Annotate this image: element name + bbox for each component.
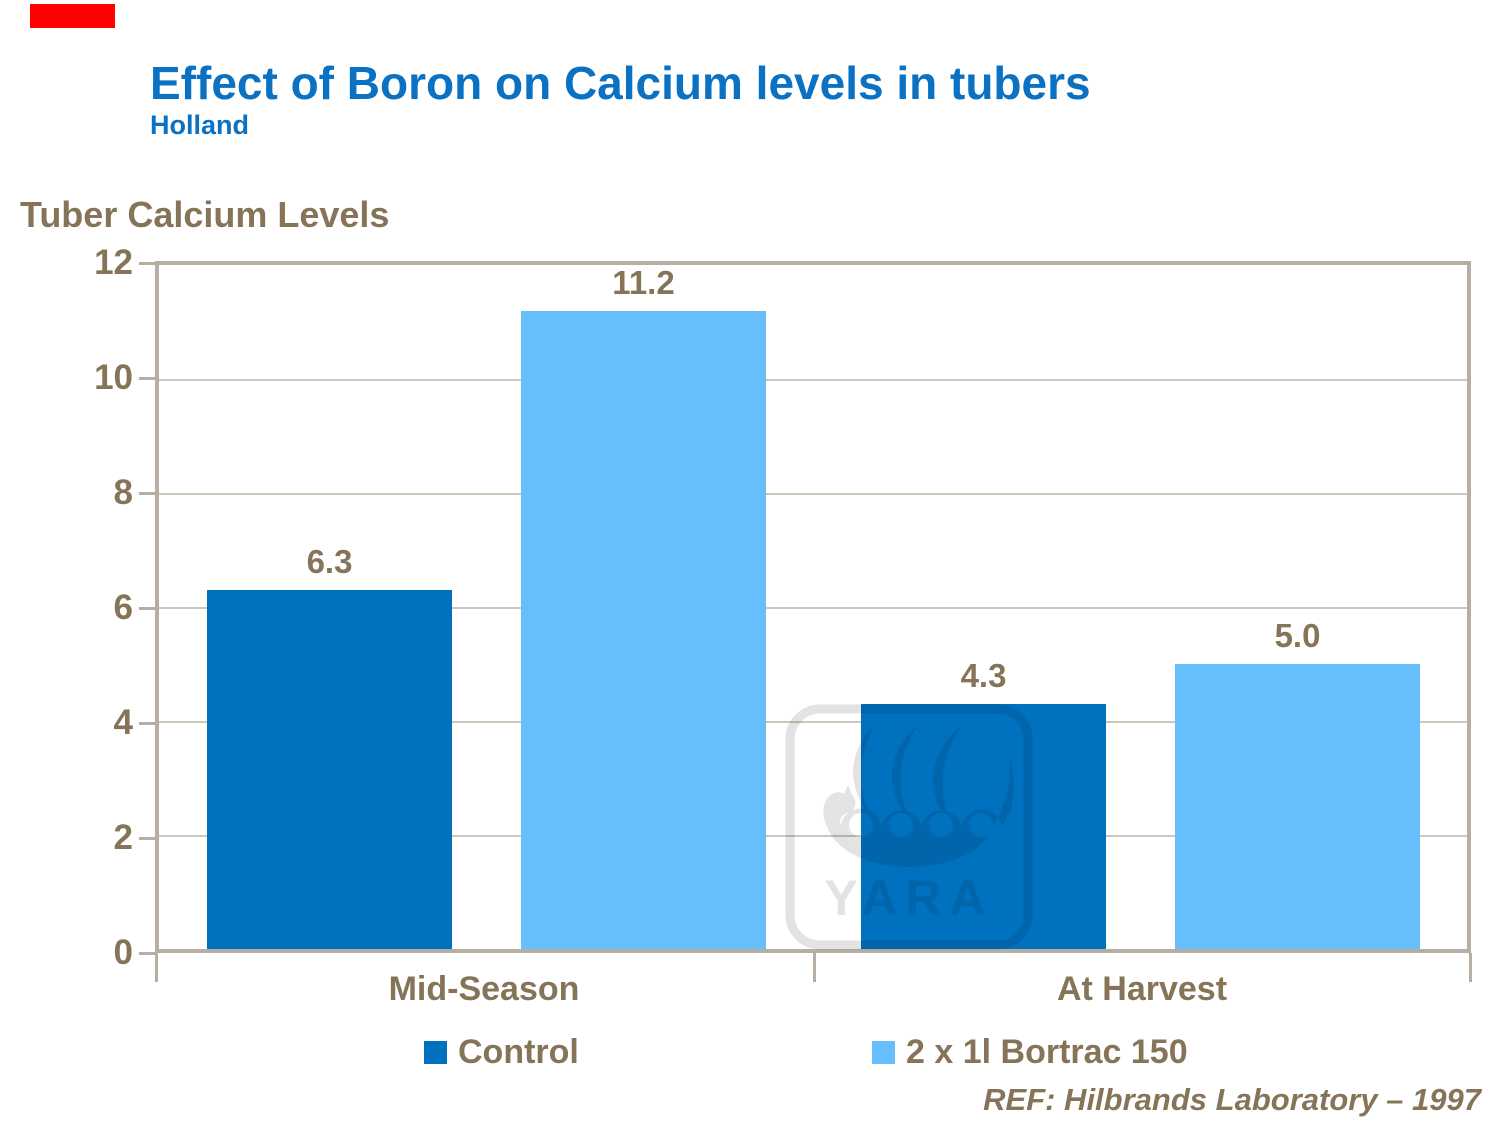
yara-sail-icon: [853, 725, 875, 817]
bar-value-label: 4.3: [960, 657, 1007, 694]
y-tick: [139, 262, 156, 265]
y-axis-title: Tuber Calcium Levels: [20, 194, 390, 235]
yara-logo-frame: [785, 704, 1033, 950]
legend-label: Control: [458, 1033, 579, 1071]
y-tick-label: 12: [94, 243, 133, 282]
gridline: [159, 493, 1467, 495]
y-tick: [139, 722, 156, 725]
bar-2-x-1l-bortrac-150-mid-season: [521, 311, 766, 949]
y-tick-label: 0: [113, 933, 133, 972]
yara-shield-hole: [969, 813, 993, 837]
yara-shield-hole: [889, 813, 913, 837]
gridline: [159, 379, 1467, 381]
category-label-mid-season: Mid-Season: [388, 970, 580, 1008]
y-tick: [139, 837, 156, 840]
gridline: [159, 607, 1467, 609]
x-tick: [813, 953, 816, 982]
legend-label: 2 x 1l Bortrac 150: [906, 1033, 1188, 1071]
y-tick-label: 6: [113, 588, 133, 627]
yara-watermark-logo: YARA: [785, 704, 1033, 950]
chart-title: Effect of Boron on Calcium levels in tub…: [150, 57, 1091, 109]
bar-value-label: 6.3: [306, 543, 353, 580]
gridline: [159, 835, 1467, 837]
red-marker: [30, 4, 115, 28]
y-tick: [139, 607, 156, 610]
y-tick-label: 4: [113, 703, 133, 742]
bar-control-mid-season: [207, 590, 452, 949]
yara-sail-icon: [892, 725, 918, 823]
x-tick: [155, 953, 158, 982]
bar-value-label: 5.0: [1274, 617, 1321, 654]
yara-logo-text: YARA: [824, 870, 993, 926]
chart-subtitle: Holland: [150, 110, 249, 140]
y-tick: [139, 492, 156, 495]
y-tick-label: 2: [113, 818, 133, 857]
gridline: [159, 721, 1467, 723]
y-tick: [139, 377, 156, 380]
plot-area: 6.3 11.2 4.3 5.0 YARA: [155, 261, 1471, 953]
legend-swatch-icon: [872, 1040, 895, 1064]
yara-ship-hull-icon: [823, 759, 1014, 867]
reference-text: REF: Hilbrands Laboratory – 1997: [983, 1082, 1481, 1117]
bar-value-label: 11.2: [612, 264, 675, 301]
yara-shield-hole: [849, 813, 873, 837]
bar-2-x-1l-bortrac-150-at-harvest: [1175, 664, 1420, 949]
legend-item: 2 x 1l Bortrac 150: [872, 1030, 1188, 1074]
y-tick-label: 8: [113, 473, 133, 512]
category-label-at-harvest: At Harvest: [1056, 970, 1228, 1008]
y-tick-label: 10: [94, 358, 133, 397]
y-tick: [139, 952, 156, 955]
yara-sail-icon: [933, 725, 962, 833]
yara-shield-hole: [929, 813, 953, 837]
legend-item: Control: [424, 1030, 579, 1074]
legend-swatch-icon: [424, 1040, 447, 1064]
x-tick: [1469, 953, 1472, 982]
